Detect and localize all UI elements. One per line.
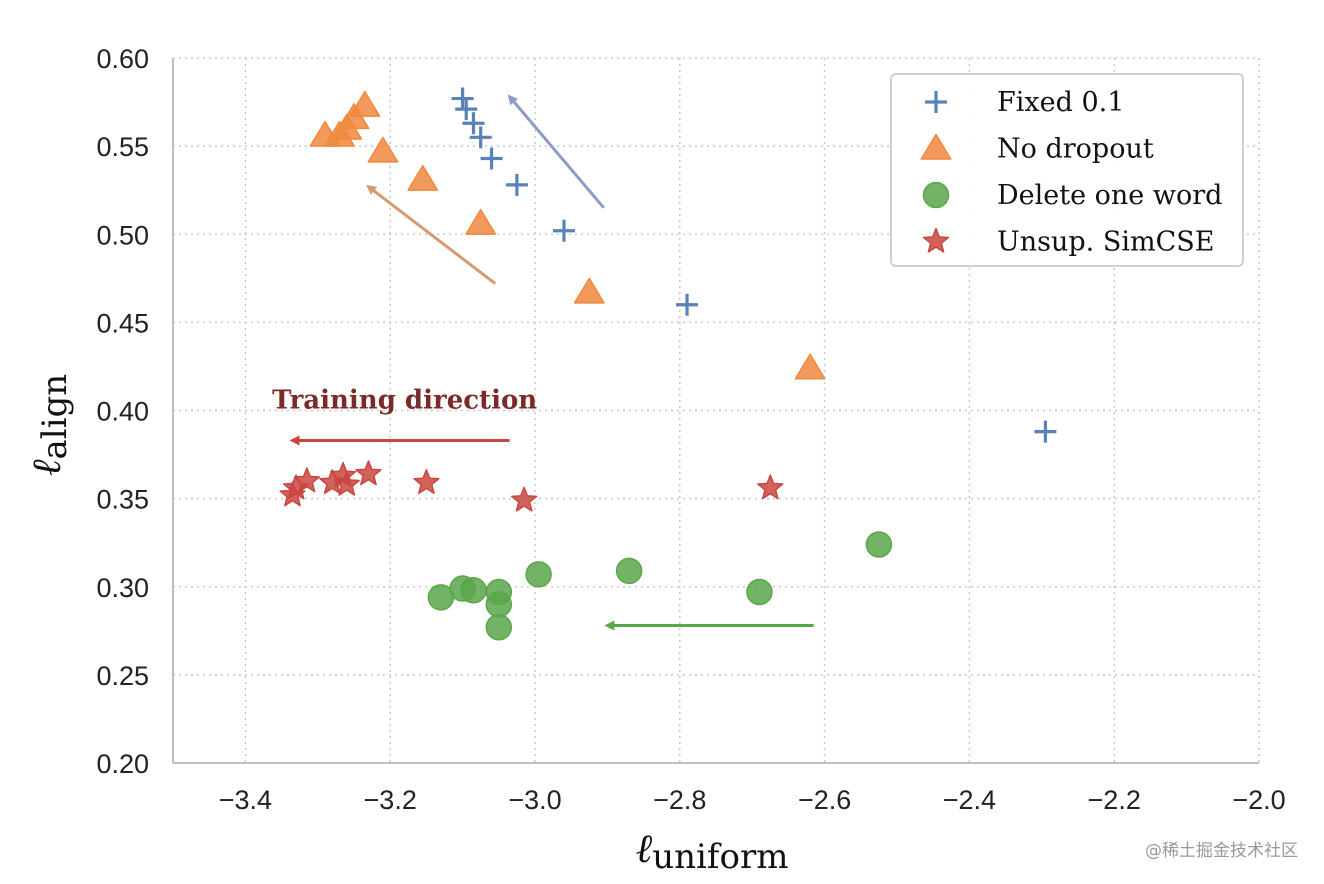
legend-label: Fixed 0.1 (997, 87, 1124, 118)
data-point-plus (1034, 420, 1057, 443)
data-point-plus (552, 219, 575, 242)
data-point-star (413, 469, 440, 495)
data-point-circle (485, 614, 513, 641)
legend: Fixed 0.1 No dropout Delete one word Unsup.… (890, 73, 1244, 267)
data-point-star (293, 467, 321, 493)
x-axis-label: ℓuniform (636, 826, 789, 877)
data-point-triangle (465, 208, 497, 235)
data-point-plus (455, 98, 478, 121)
direction-arrow (366, 184, 497, 285)
x-tick-label: −2.8 (653, 785, 706, 815)
x-tick-label: −2.6 (798, 785, 851, 815)
x-tick-label: −3.0 (508, 785, 561, 815)
data-points (279, 87, 1057, 641)
y-tick-label: 0.40 (96, 397, 149, 427)
legend-label: No dropout (997, 134, 1154, 165)
y-tick-label: 0.55 (96, 132, 149, 162)
data-point-triangle (309, 120, 341, 147)
x-tick-label: −2.2 (1088, 785, 1141, 815)
data-point-triangle (573, 277, 605, 304)
data-point-triangle (367, 136, 399, 163)
data-point-plus (676, 293, 699, 316)
legend-marker-circle (922, 181, 950, 209)
legend-marker-plus (925, 91, 947, 113)
legend-marker-star (922, 227, 950, 253)
direction-arrow (507, 94, 605, 209)
tick-labels: −3.4 −3.2 −3.0 −2.8 −2.6 −2.4 −2.2 −2.0 0.20 0.25… (96, 44, 1285, 815)
data-point-plus (505, 173, 528, 196)
data-point-star (333, 470, 360, 496)
data-point-star (757, 474, 784, 500)
data-point-star (355, 460, 382, 486)
data-point-plus (469, 126, 492, 149)
data-point-star (511, 486, 538, 512)
x-tick-label: −2.0 (1232, 785, 1285, 815)
data-point-circle (460, 577, 487, 604)
legend-label: Delete one word (997, 180, 1222, 211)
legend-box (890, 73, 1244, 267)
data-point-plus (480, 147, 503, 170)
x-tick-label: −3.2 (364, 785, 417, 815)
y-tick-label: 0.45 (96, 308, 149, 338)
data-point-plus (451, 87, 474, 110)
axes (172, 57, 1260, 764)
watermark-text: @稀土掘金技术社区 (1145, 841, 1298, 861)
data-point-plus (462, 112, 485, 135)
x-tick-label: −2.4 (943, 785, 996, 815)
y-tick-label: 0.25 (96, 661, 149, 691)
data-point-circle (485, 591, 513, 618)
data-point-triangle (407, 164, 439, 191)
data-point-triangle (794, 353, 826, 380)
y-tick-label: 0.35 (96, 485, 149, 515)
y-tick-label: 0.50 (96, 220, 149, 250)
legend-marker-triangle (920, 133, 952, 160)
data-point-circle (525, 561, 552, 588)
data-point-circle (865, 531, 893, 558)
y-tick-label: 0.60 (96, 44, 149, 74)
y-tick-label: 0.20 (96, 749, 149, 779)
y-axis-label: ℓalign (24, 374, 75, 476)
data-point-circle (746, 578, 773, 606)
legend-label: Unsup. SimCSE (997, 227, 1214, 258)
annotations: Training direction (272, 94, 814, 631)
annotation-text: Training direction (272, 386, 537, 416)
x-tick-label: −3.4 (219, 785, 272, 815)
data-point-circle (615, 557, 643, 585)
y-tick-label: 0.30 (96, 573, 149, 603)
